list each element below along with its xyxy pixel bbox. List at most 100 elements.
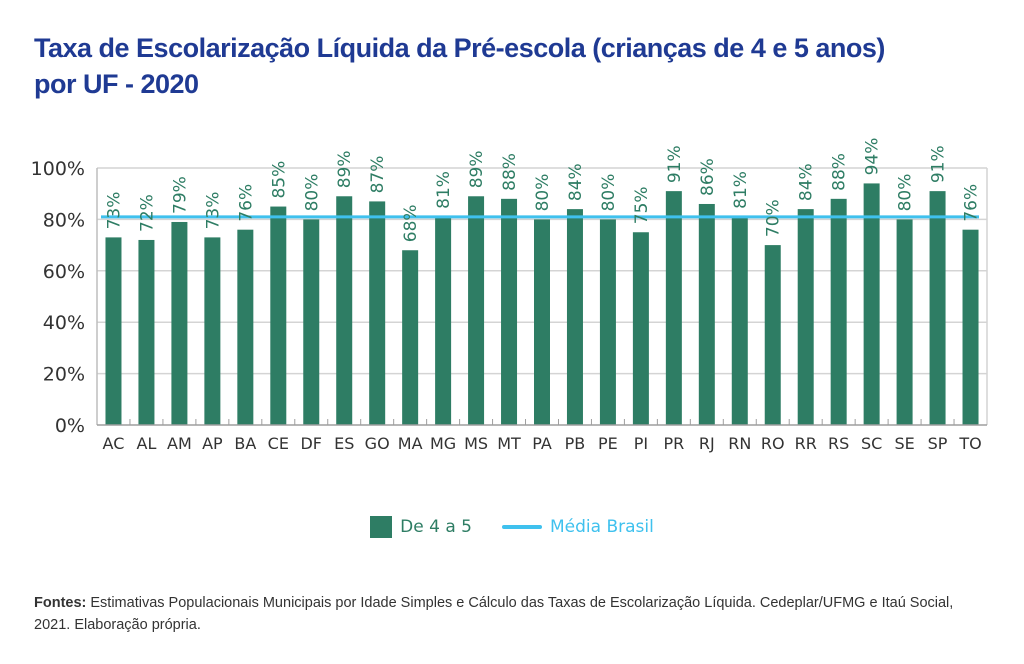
bar bbox=[764, 245, 781, 425]
bar bbox=[863, 183, 880, 425]
data-label: 86% bbox=[698, 158, 718, 196]
x-tick-label: MS bbox=[464, 434, 488, 453]
bar bbox=[501, 198, 518, 425]
legend-label-bar: De 4 a 5 bbox=[400, 517, 472, 537]
chart-title-line-1: Taxa de Escolarização Líquida da Pré-esc… bbox=[34, 33, 885, 63]
x-tick-label: CE bbox=[268, 434, 289, 453]
bar bbox=[402, 250, 419, 425]
x-tick-label: ES bbox=[334, 434, 354, 453]
data-label: 91% bbox=[665, 145, 685, 183]
source-label: Fontes: bbox=[34, 595, 87, 611]
legend-label-line: Média Brasil bbox=[549, 517, 654, 537]
x-tick-label: GO bbox=[365, 434, 390, 453]
x-tick-label: PB bbox=[565, 434, 586, 453]
x-tick-label: TO bbox=[958, 434, 981, 453]
bar-chart: 0% 20% 40% 60% 80% 100% 73% 72% 79% 73% 76% 85% 80%… bbox=[31, 138, 988, 453]
bar bbox=[929, 191, 946, 425]
x-tick-label: RJ bbox=[699, 434, 715, 453]
y-axis: 0% 20% 40% 60% 80% 100% bbox=[31, 158, 988, 437]
bar bbox=[336, 196, 353, 425]
data-label: 80% bbox=[302, 174, 322, 212]
x-tick-label: MT bbox=[497, 434, 521, 453]
y-tick-label: 100% bbox=[31, 158, 85, 180]
data-label: 80% bbox=[599, 174, 619, 212]
data-label: 84% bbox=[566, 163, 586, 201]
bar bbox=[105, 237, 122, 425]
data-label: 85% bbox=[269, 161, 289, 199]
chart-title-line-2: por UF - 2020 bbox=[34, 69, 199, 99]
bar bbox=[534, 219, 550, 425]
y-tick-label: 20% bbox=[43, 364, 85, 386]
data-label: 72% bbox=[137, 194, 157, 232]
x-tick-label: MG bbox=[430, 434, 456, 453]
x-tick-label: SE bbox=[894, 434, 914, 453]
x-tick-label: DF bbox=[300, 434, 322, 453]
bar bbox=[830, 198, 847, 425]
data-label: 76% bbox=[962, 184, 982, 222]
x-tick-label: BA bbox=[234, 434, 256, 453]
source-text: Estimativas Populacionais Municipais por… bbox=[34, 595, 954, 633]
data-label: 94% bbox=[863, 138, 883, 176]
bar bbox=[138, 239, 155, 425]
x-tick-label: PR bbox=[663, 434, 684, 453]
bar bbox=[962, 229, 979, 425]
chart-title: Taxa de Escolarização Líquida da Pré-esc… bbox=[34, 30, 1014, 102]
x-tick-label: AL bbox=[137, 434, 157, 453]
data-label: 88% bbox=[500, 153, 520, 191]
x-axis: AC AL AM AP BA CE DF ES GO MA MG MS MT PA PB PE PI PR RJ RN… bbox=[97, 419, 987, 453]
bar bbox=[369, 201, 386, 425]
data-label: 79% bbox=[170, 176, 190, 214]
bar bbox=[698, 203, 715, 425]
bar bbox=[204, 237, 221, 425]
data-label: 89% bbox=[467, 150, 487, 188]
data-label: 84% bbox=[797, 163, 817, 201]
y-tick-label: 0% bbox=[55, 415, 85, 437]
data-label: 81% bbox=[434, 171, 454, 209]
data-label: 81% bbox=[731, 171, 751, 209]
data-label: 91% bbox=[929, 145, 949, 183]
bar bbox=[468, 196, 485, 425]
data-label: 80% bbox=[533, 174, 553, 212]
data-label: 80% bbox=[896, 174, 916, 212]
legend: De 4 a 5 Média Brasil bbox=[0, 516, 1024, 538]
data-label: 70% bbox=[764, 199, 784, 237]
x-tick-label: AP bbox=[202, 434, 223, 453]
x-tick-label: RO bbox=[761, 434, 785, 453]
data-label: 73% bbox=[203, 192, 223, 230]
source-note: Fontes: Estimativas Populacionais Munici… bbox=[34, 592, 984, 636]
data-labels: 73% 72% 79% 73% 76% 85% 80% 89% 87% 68% 81% 89% 88% 8… bbox=[104, 138, 981, 243]
bar bbox=[270, 206, 287, 425]
x-tick-label: PA bbox=[532, 434, 552, 453]
bar bbox=[896, 219, 913, 425]
bar bbox=[599, 219, 616, 425]
x-tick-label: PI bbox=[634, 434, 648, 453]
x-tick-label: AM bbox=[167, 434, 192, 453]
bar bbox=[665, 191, 682, 425]
bar bbox=[632, 232, 649, 425]
data-label: 88% bbox=[830, 153, 850, 191]
legend-item-line[interactable]: Média Brasil bbox=[501, 517, 654, 537]
x-tick-label: PE bbox=[598, 434, 618, 453]
y-tick-label: 60% bbox=[43, 261, 85, 283]
y-tick-label: 40% bbox=[43, 312, 85, 334]
bar bbox=[566, 209, 583, 425]
bar bbox=[731, 216, 748, 425]
bars bbox=[105, 183, 979, 425]
x-tick-label: RN bbox=[728, 434, 751, 453]
bar bbox=[797, 209, 814, 425]
bar bbox=[237, 229, 254, 425]
bar bbox=[171, 221, 188, 425]
data-label: 89% bbox=[335, 150, 355, 188]
x-tick-label: RR bbox=[795, 434, 817, 453]
legend-swatch-line bbox=[501, 525, 542, 529]
x-tick-label: SP bbox=[928, 434, 948, 453]
y-tick-label: 80% bbox=[43, 209, 85, 231]
x-tick-label: SC bbox=[861, 434, 882, 453]
data-label: 75% bbox=[632, 186, 652, 224]
bar bbox=[303, 219, 320, 425]
data-label: 68% bbox=[401, 204, 421, 242]
bar bbox=[435, 216, 452, 425]
x-tick-label: RS bbox=[828, 434, 849, 453]
x-tick-label: MA bbox=[398, 434, 423, 453]
legend-item-bar[interactable]: De 4 a 5 bbox=[370, 516, 472, 538]
